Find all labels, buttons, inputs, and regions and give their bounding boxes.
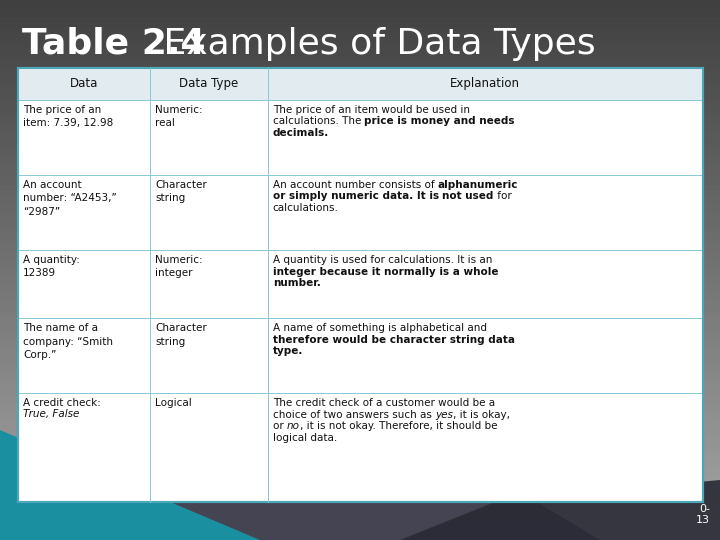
Text: , it is not okay. Therefore, it should be: , it is not okay. Therefore, it should b…: [300, 421, 498, 431]
Text: for: for: [494, 191, 512, 201]
Text: The name of a
company: “Smith
Corp.”: The name of a company: “Smith Corp.”: [23, 323, 113, 360]
Text: choice of two answers such as: choice of two answers such as: [273, 410, 435, 420]
Text: not used: not used: [443, 191, 494, 201]
Text: alphanumeric: alphanumeric: [438, 180, 518, 190]
Text: Numeric:
real: Numeric: real: [155, 105, 202, 128]
Text: Character
string: Character string: [155, 323, 207, 347]
Text: or: or: [273, 421, 287, 431]
Text: Data Type: Data Type: [179, 77, 238, 90]
Text: A quantity is used for calculations. It is an: A quantity is used for calculations. It …: [273, 255, 492, 265]
Text: price is money and needs: price is money and needs: [364, 116, 515, 126]
Text: Numeric:
integer: Numeric: integer: [155, 255, 202, 279]
Text: yes: yes: [435, 410, 453, 420]
Text: integer because it normally is a whole: integer because it normally is a whole: [273, 267, 498, 276]
Text: The price of an item would be used in: The price of an item would be used in: [273, 105, 469, 114]
Text: logical data.: logical data.: [273, 433, 337, 443]
Text: Table 2.4: Table 2.4: [22, 27, 206, 61]
Text: calculations. The: calculations. The: [273, 116, 364, 126]
Text: Examples of Data Types: Examples of Data Types: [152, 27, 595, 61]
Text: calculations.: calculations.: [273, 203, 338, 213]
Text: A name of something is alphabetical and: A name of something is alphabetical and: [273, 323, 487, 333]
Polygon shape: [100, 480, 600, 540]
Text: A quantity:
12389: A quantity: 12389: [23, 255, 80, 279]
Text: Logical: Logical: [155, 398, 192, 408]
Text: An account number consists of: An account number consists of: [273, 180, 438, 190]
Text: , it is okay,: , it is okay,: [453, 410, 510, 420]
Text: A credit check:: A credit check:: [23, 398, 101, 408]
Text: Character
string: Character string: [155, 180, 207, 204]
Text: Explanation: Explanation: [451, 77, 521, 90]
Text: The price of an
item: 7.39, 12.98: The price of an item: 7.39, 12.98: [23, 105, 113, 128]
Polygon shape: [0, 430, 260, 540]
Text: or simply numeric data. It is: or simply numeric data. It is: [273, 191, 443, 201]
Text: type.: type.: [273, 346, 303, 356]
Text: decimals.: decimals.: [273, 128, 329, 138]
Bar: [18, 68, 703, 502]
Text: therefore would be character string data: therefore would be character string data: [273, 335, 515, 345]
Text: The credit check of a customer would be a: The credit check of a customer would be …: [273, 398, 495, 408]
Bar: [18, 68, 703, 99]
Text: Data: Data: [70, 77, 98, 90]
Text: True, False: True, False: [23, 409, 79, 419]
Text: number.: number.: [273, 278, 320, 288]
Text: 0-
13: 0- 13: [696, 504, 710, 525]
Text: An account
number: “A2453,”
“2987”: An account number: “A2453,” “2987”: [23, 180, 117, 217]
Text: no: no: [287, 421, 300, 431]
Polygon shape: [400, 480, 720, 540]
